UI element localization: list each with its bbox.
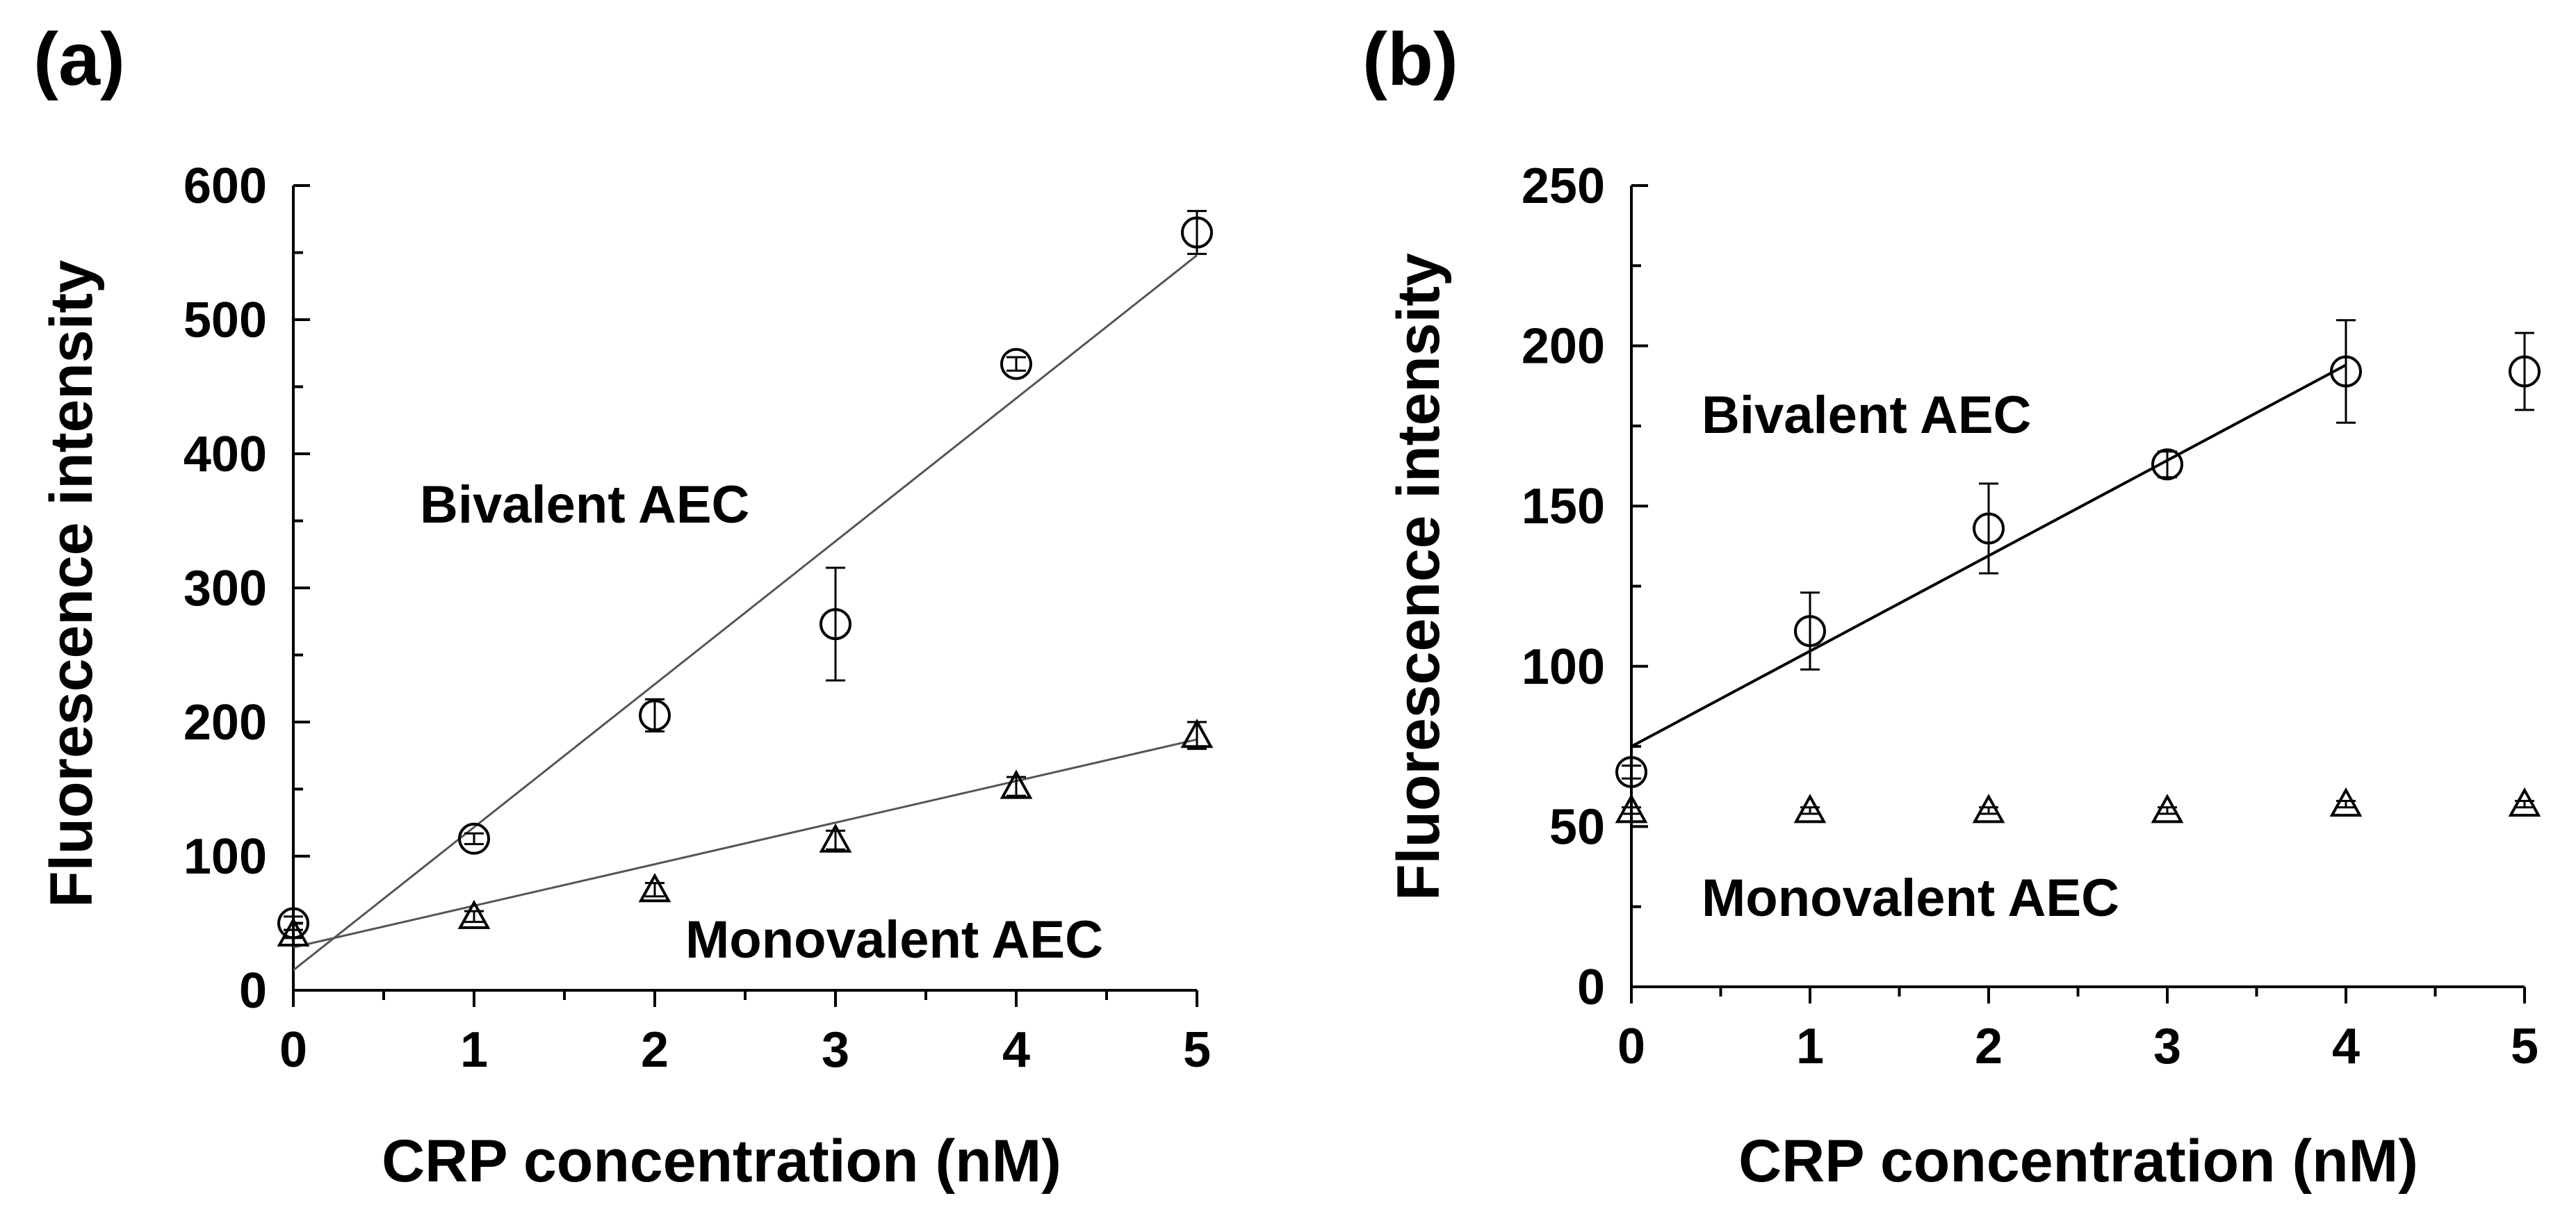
panel-a-y-tick-label: 500 [184,293,267,348]
panel-a-bivalent-point [1181,216,1213,249]
panel-a-y-tick-label: 600 [184,158,267,214]
panel-b-monovalent-point [2329,787,2363,817]
panel-a-axes [292,186,1197,992]
panel-a-monovalent-error-bar [645,882,665,898]
panel-b-y-tick-label: 150 [1522,479,1605,534]
panel-a-bivalent-point [639,699,671,732]
panel-a-y-tick-label: 300 [184,561,267,616]
panel-b-monovalent-label: Monovalent AEC [1702,869,2119,928]
panel-b-monovalent-point [2508,787,2541,817]
panel-a-bivalent-point [820,608,851,641]
panel-b-y-axis-title: Fluorescence intensity [1385,253,1452,901]
panel-a-bivalent-error-bar [645,698,665,733]
panel-b-x-tick-label: 2 [1975,1019,2003,1074]
panel-b-bivalent-error-bar [1622,764,1641,780]
panel-a-monovalent-error-bar [464,910,484,924]
panel-b-bivalent-point [2330,355,2362,388]
panel-b-y-tick-label: 50 [1549,799,1605,855]
panel-a-x-axis-title: CRP concentration (nM) [382,1128,1061,1195]
panel-a-monovalent-point [277,917,310,947]
panel-a-monovalent-error-bar [1006,776,1026,797]
panel-b-x-tick-label: 1 [1796,1019,1824,1074]
panel-b-monovalent-point [1615,794,1648,823]
panel-b-bivalent-error-bar [1800,591,1820,671]
panel-b-y-tick-label: 200 [1522,319,1605,375]
panel-b-x-tick-label: 5 [2511,1019,2538,1074]
panel-a-bivalent-point [458,822,490,855]
panel-a-y-tick-label: 100 [184,829,267,885]
panel-b-monovalent-point [2151,794,2184,823]
panel-a-monovalent-point [638,873,671,903]
panel-b-axes [1630,186,2525,988]
panel-a-x-tick-label: 5 [1183,1022,1211,1078]
panel-b-bivalent-error-bar [2336,319,2356,424]
panel-a-x-tick-label: 2 [641,1022,669,1078]
panel-a-bivalent-point [1000,347,1032,380]
panel-a-x-tick-label: 3 [822,1022,849,1078]
panel-b-x-tick-label: 4 [2332,1019,2360,1074]
panel-b-bivalent-error-bar [2515,331,2534,411]
panel-a-bivalent-error-bar [464,832,484,846]
panel-b-bivalent-point [2151,448,2183,481]
panel-a-monovalent-fit-line [293,738,1198,949]
panel-a-x-tick-label: 4 [1002,1022,1030,1078]
panel-b-bivalent-point [1794,615,1826,648]
panel-a-bivalent-fit-line [293,254,1198,972]
panel-b-bivalent-point [2509,355,2541,388]
panel-b-x-tick-label: 3 [2153,1019,2181,1074]
panel-b-monovalent-point [1793,794,1827,823]
panel-a-bivalent-label: Bivalent AEC [420,475,749,534]
panel-a-monovalent-point [1000,769,1033,799]
panel-a-y-tick-label: 200 [184,695,267,751]
panel-b-x-axis-title: CRP concentration (nM) [1738,1128,2418,1195]
panel-a-monovalent-label: Monovalent AEC [685,910,1103,969]
panel-b-bivalent-point [1973,512,2005,545]
panel-a-y-axis-title: Fluorescence intensity [38,260,105,908]
panel-a-bivalent-error-bar [1006,356,1026,372]
panel-b-x-tick-label: 0 [1617,1019,1645,1074]
panel-b-bivalent-error-bar [1979,482,1998,575]
panel-a-y-tick-label: 400 [184,427,267,482]
panel-b-bivalent-label: Bivalent AEC [1702,386,2031,445]
panel-b-y-tick-label: 100 [1522,639,1605,695]
panel-a-monovalent-error-bar [826,829,845,851]
panel-b-y-tick-label: 250 [1522,158,1605,214]
panel-b-bivalent-point [1615,755,1647,788]
panel-b-letter: (b) [1362,17,1458,101]
panel-a-monovalent-point [1180,719,1214,748]
panel-a-chart: (a) Bivalent AEC Monovalent AEC CRP conc… [33,17,1214,1195]
panel-a-letter: (a) [33,17,125,101]
panel-b-chart: (b) Bivalent AEC Monovalent AEC CRP conc… [1362,17,2541,1195]
panel-b-monovalent-point [1972,794,2005,823]
panel-a-x-tick-label: 0 [279,1022,307,1078]
panel-a-y-tick-label: 0 [239,963,267,1019]
panel-a-bivalent-error-bar [826,566,845,682]
panel-a-x-tick-label: 1 [460,1022,488,1078]
panel-b-y-tick-label: 0 [1577,960,1605,1015]
panel-a-monovalent-point [819,823,852,853]
panel-a-monovalent-point [457,899,491,929]
